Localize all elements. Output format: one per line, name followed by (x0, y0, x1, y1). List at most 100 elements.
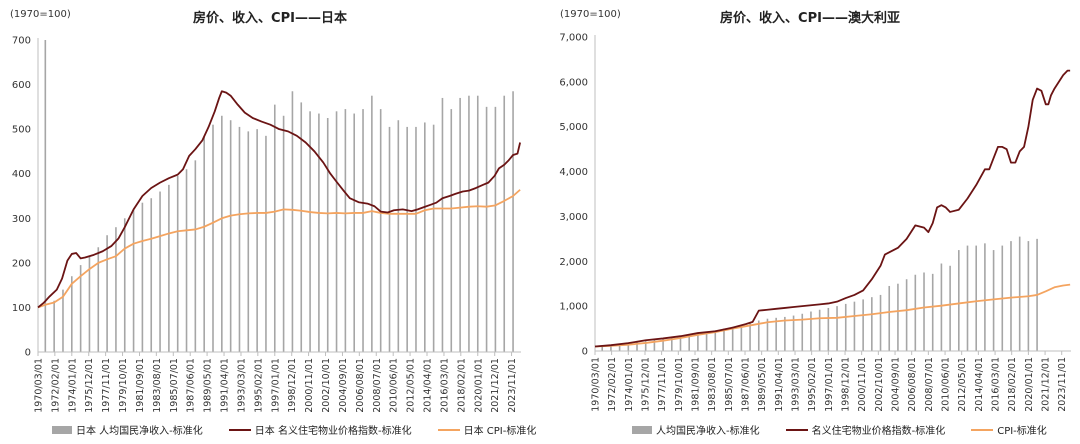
income-bar (168, 184, 170, 352)
income-bar (888, 285, 891, 351)
legend-label-income: 日本 人均国民净收入-标准化 (76, 426, 203, 437)
x-tick-label: 2023/11/01 (1057, 357, 1068, 412)
x-tick-label: 1974/01/01 (624, 357, 635, 412)
x-tick-label: 2004/09/01 (338, 358, 349, 413)
income-bar (958, 250, 960, 351)
legend-swatch-income (632, 425, 652, 434)
legend-swatch-cpi (971, 428, 994, 431)
income-bar (662, 338, 664, 351)
x-tick-label: 1983/08/01 (152, 358, 163, 413)
income-bar (697, 333, 699, 351)
income-bar (485, 106, 488, 352)
x-tick-label: 1997/01/01 (824, 357, 835, 412)
x-tick-label: 2014/04/01 (974, 357, 985, 412)
legend-item-house-price: 名义住宅物业价格指数-标准化 (785, 422, 945, 437)
legend-australia: 人均国民净收入-标准化 名义住宅物业价格指数-标准化 CPI-标准化 (632, 422, 1073, 437)
income-bar (853, 301, 856, 351)
y-tick-label: 5,000 (559, 122, 588, 133)
income-bar (879, 294, 882, 351)
x-tick-label: 1998/12/01 (287, 358, 298, 413)
x-tick-label: 2002/10/01 (321, 358, 332, 413)
x-tick-label: 1975/12/01 (641, 357, 652, 412)
cpi-line (37, 189, 521, 309)
x-tick-label: 1998/12/01 (841, 357, 852, 412)
x-tick-label: 2014/04/01 (423, 358, 434, 413)
x-tick-label: 1995/02/01 (807, 357, 818, 412)
x-tick-label: 1983/08/01 (707, 357, 718, 412)
income-bar (512, 91, 514, 352)
income-bar (775, 317, 777, 351)
income-bar (53, 300, 55, 352)
x-tick-label: 2018/02/01 (1007, 357, 1018, 412)
income-bar (905, 279, 908, 351)
house-price-line (37, 90, 521, 309)
y-tick-label: 500 (12, 125, 31, 136)
x-tick-label: 1981/09/01 (135, 358, 146, 413)
income-bar (106, 235, 108, 352)
income-bar (636, 342, 638, 351)
income-bar (353, 113, 355, 352)
x-tick-label: 1972/02/01 (50, 358, 61, 413)
house-price-line (594, 69, 1071, 348)
x-tick-label: 2000/11/01 (857, 357, 868, 412)
income-bar (221, 115, 223, 353)
income-bar (705, 332, 708, 351)
chart-japan: 0 100 200 300 400 500 600 700 1970/03/01 1972/02/… (12, 36, 521, 413)
chart-australia: 0 1,000 2,000 3,000 4,000 5,000 6,000 7,000 1970… (559, 33, 1071, 412)
income-bar (256, 129, 258, 352)
legend-swatch-house-price (785, 428, 808, 431)
x-tick-label: 1979/10/01 (674, 357, 685, 412)
income-bar (871, 297, 873, 351)
x-tick-label: 1997/01/01 (270, 358, 281, 413)
y-tick-label: 7,000 (559, 33, 588, 44)
x-tick-label: 2006/08/01 (907, 357, 918, 412)
income-bar (784, 316, 786, 351)
income-bar (212, 124, 214, 352)
income-bar (757, 320, 760, 351)
income-bar (388, 126, 391, 352)
y-tick-label: 3,000 (559, 212, 588, 223)
x-tick-label: 1977/11/01 (101, 358, 112, 413)
income-bar (97, 247, 100, 352)
income-bar (688, 334, 690, 351)
income-bar (247, 131, 250, 352)
x-tick-label: 1985/07/01 (724, 357, 735, 412)
legend-item-cpi: CPI-标准化 (971, 422, 1047, 437)
income-bar (1010, 241, 1012, 351)
x-tick-label: 2016/03/01 (991, 357, 1002, 412)
income-bar (309, 111, 311, 352)
x-tick-label: 2012/05/01 (406, 358, 417, 413)
income-bar (844, 303, 847, 351)
income-bar (1018, 236, 1021, 351)
income-bar (282, 115, 285, 353)
income-bar (468, 95, 470, 353)
income-bar (88, 256, 91, 352)
income-bar (766, 318, 769, 351)
income-bar (62, 289, 64, 352)
income-bar (966, 245, 969, 351)
y-tick-label: 400 (12, 169, 31, 180)
income-bar (897, 283, 899, 351)
income-bar (601, 346, 604, 351)
income-bar (115, 227, 117, 352)
x-tick-label: 2016/03/01 (439, 358, 450, 413)
x-tick-label: 2008/07/01 (924, 357, 935, 412)
income-bar (450, 109, 453, 352)
income-bar (194, 160, 197, 352)
income-bar (714, 330, 717, 351)
income-bar (424, 122, 426, 353)
income-bar (731, 326, 734, 351)
income-bar (610, 345, 612, 351)
x-tick-label: 1991/04/01 (220, 358, 231, 413)
income-bar (238, 126, 241, 352)
legend-japan: 日本 人均国民净收入-标准化 日本 名义住宅物业价格指数-标准化 日本 CPI-… (52, 422, 562, 437)
income-bar (159, 191, 161, 352)
x-tick-label: 2021/12/01 (1041, 357, 1052, 412)
x-tick-label: 1993/03/01 (236, 358, 247, 413)
chart-title-japan: 房价、收入、CPI——日本 (193, 11, 347, 26)
legend-item-income: 人均国民净收入-标准化 (632, 422, 760, 437)
x-tick-label: 2023/11/01 (507, 358, 518, 413)
x-tick-label: 1972/02/01 (607, 357, 618, 412)
income-bar (940, 263, 943, 351)
income-bar (459, 97, 461, 352)
